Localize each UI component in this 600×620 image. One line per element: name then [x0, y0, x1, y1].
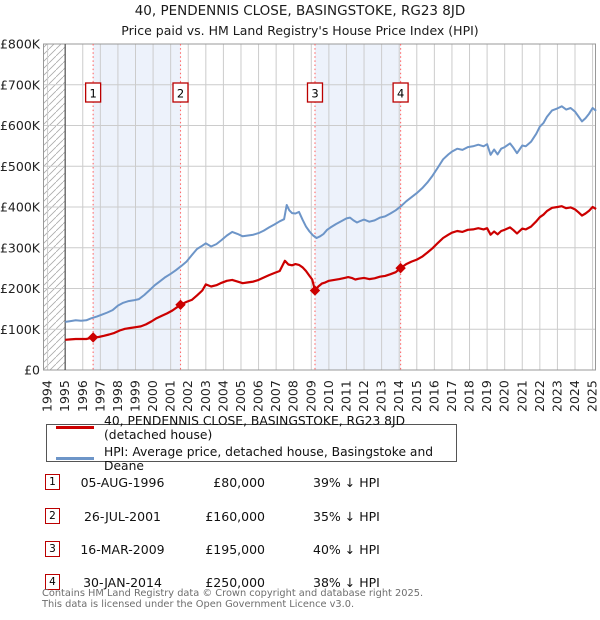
x-tick-label: 2016 [426, 380, 441, 412]
sale-number-badge: 1 [45, 474, 60, 490]
sale-number-badge: 4 [45, 574, 60, 590]
x-tick-label: 1997 [92, 380, 107, 412]
x-tick-label: 2013 [374, 380, 389, 412]
x-tick-label: 2000 [145, 380, 160, 412]
plot-border [43, 43, 596, 371]
sale-marker-4 [395, 262, 406, 274]
sale-flag-box-3 [306, 82, 324, 103]
x-tick-label: 2023 [549, 380, 564, 412]
sale-flag-box-2 [172, 82, 189, 103]
x-tick-label: 2005 [233, 380, 248, 412]
sale-hpi-diff: 38% ↓ HPI [313, 575, 380, 590]
x-tick-label: 2012 [356, 380, 371, 412]
legend-label-hpi: HPI: Average price, detached house, Basi… [104, 444, 434, 473]
sale-flag-number-3: 3 [311, 87, 318, 101]
x-tick-label: 2003 [198, 380, 213, 412]
license-line-2: This data is licensed under the Open Gov… [42, 599, 355, 610]
sale-marker-3 [309, 285, 321, 296]
legend-entry-price: 40, PENDENNIS CLOSE, BASINGSTOKE, RG23 8… [56, 414, 456, 442]
sale-flag-number-4: 4 [397, 87, 404, 101]
sale-price: £250,000 [205, 575, 265, 590]
x-tick-label: 2004 [215, 380, 230, 412]
sale-row-4: 4 30-JAN-2014 £250,000 38% ↓ HPI [0, 574, 600, 590]
x-tick-label: 2010 [321, 380, 336, 412]
y-tick-label: £200K [0, 281, 41, 296]
x-tick-label: 2014 [391, 380, 406, 412]
sale-hpi-diff: 39% ↓ HPI [313, 475, 380, 490]
sale-row-1: 1 05-AUG-1996 £80,000 39% ↓ HPI [0, 474, 600, 490]
sale-flag-number-1: 1 [89, 87, 96, 101]
x-tick-label: 2007 [268, 380, 283, 412]
x-tick-label: 2019 [479, 380, 494, 412]
sale-date: 30-JAN-2014 [83, 575, 162, 590]
chart-subtitle: Price paid vs. HM Land Registry's House … [121, 23, 479, 38]
x-tick-label: 1994 [40, 380, 55, 412]
y-tick-label: £500K [0, 159, 41, 174]
license-line-1: Contains HM Land Registry data © Crown c… [42, 588, 424, 599]
sale-marker-1 [87, 332, 99, 343]
sale-date: 05-AUG-1996 [80, 475, 165, 490]
x-tick-label: 2015 [409, 380, 424, 412]
y-tick-label: £300K [0, 240, 41, 255]
x-tick-label: 2006 [251, 380, 266, 412]
y-tick-label: £0 [24, 363, 40, 378]
legend: 40, PENDENNIS CLOSE, BASINGSTOKE, RG23 8… [46, 414, 457, 473]
hpi-line-swatch [56, 457, 94, 460]
x-tick-label: 1999 [128, 380, 143, 412]
sale-price: £80,000 [213, 475, 265, 490]
sale-date: 26-JUL-2001 [83, 509, 161, 524]
legend-label-price: 40, PENDENNIS CLOSE, BASINGSTOKE, RG23 8… [104, 413, 406, 442]
y-tick-label: £600K [0, 118, 41, 133]
y-tick-label: £100K [0, 322, 41, 337]
x-tick-label: 2011 [338, 380, 353, 412]
chart-title: 40, PENDENNIS CLOSE, BASINGSTOKE, RG23 8… [134, 3, 466, 19]
x-tick-label: 2017 [444, 380, 459, 412]
sale-flag-number-2: 2 [177, 87, 184, 101]
price-line-swatch [56, 426, 94, 429]
x-tick-label: 2001 [163, 380, 178, 412]
sale-price: £160,000 [205, 509, 265, 524]
sale-number-badge: 2 [45, 508, 60, 524]
price-history-chart: 1 2 3 4 £0 £100K £200K £300K £400K £500K £600K £700… [0, 37, 600, 413]
x-tick-label: 2022 [532, 380, 547, 412]
license-note: Contains HM Land Registry data © Crown c… [42, 588, 582, 610]
x-tick-label: 2002 [180, 380, 195, 412]
sale-date: 16-MAR-2009 [80, 542, 165, 557]
x-tick-label: 1998 [110, 380, 125, 412]
sale-hpi-diff: 40% ↓ HPI [313, 542, 380, 557]
hpi-line [65, 105, 597, 323]
x-tick-label: 2020 [497, 380, 512, 412]
x-tick-label: 2021 [514, 380, 529, 412]
x-tick-label: 1995 [57, 380, 72, 412]
x-tick-label: 2008 [286, 380, 301, 412]
sale-number-badge: 3 [45, 541, 60, 557]
sale-flag-box-4 [392, 82, 409, 103]
sale-flag-box-1 [84, 82, 102, 103]
y-tick-label: £400K [0, 200, 41, 215]
x-tick-label: 1996 [75, 380, 90, 412]
x-tick-label: 2009 [303, 380, 318, 412]
sale-row-3: 3 16-MAR-2009 £195,000 40% ↓ HPI [0, 541, 600, 557]
sale-marker-2 [175, 299, 186, 310]
sale-row-2: 2 26-JUL-2001 £160,000 35% ↓ HPI [0, 508, 600, 524]
sale-hpi-diff: 35% ↓ HPI [313, 509, 380, 524]
price-paid-line [65, 205, 597, 341]
y-tick-label: £800K [0, 37, 41, 52]
x-tick-label: 2018 [462, 380, 477, 412]
legend-entry-hpi: HPI: Average price, detached house, Basi… [56, 445, 456, 473]
y-tick-label: £700K [0, 77, 41, 92]
x-tick-label: 2025 [585, 380, 600, 412]
sale-price: £195,000 [205, 542, 265, 557]
x-tick-label: 2024 [567, 380, 582, 412]
